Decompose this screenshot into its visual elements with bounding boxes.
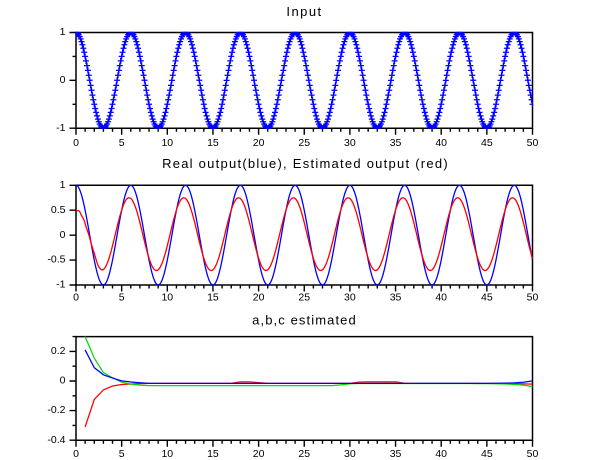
svg-text:Real output(blue), Estimated o: Real output(blue), Estimated output (red… [162,156,449,171]
svg-text:40: 40 [435,292,447,304]
svg-text:25: 25 [298,292,310,304]
svg-text:25: 25 [298,448,310,460]
svg-text:30: 30 [344,448,356,460]
svg-text:Input: Input [286,4,322,19]
svg-text:15: 15 [207,292,219,304]
svg-text:0: 0 [60,229,66,241]
svg-text:45: 45 [481,292,493,304]
svg-text:10: 10 [161,137,173,149]
svg-text:a,b,c estimated: a,b,c estimated [252,312,357,327]
svg-text:5: 5 [119,137,125,149]
svg-text:15: 15 [207,448,219,460]
svg-text:50: 50 [527,137,539,149]
svg-text:50: 50 [527,292,539,304]
svg-text:1: 1 [60,179,66,191]
svg-text:20: 20 [253,448,265,460]
svg-text:40: 40 [435,448,447,460]
svg-text:-1: -1 [56,122,65,134]
svg-text:0: 0 [73,448,79,460]
svg-text:35: 35 [390,448,402,460]
svg-text:25: 25 [298,137,310,149]
svg-text:35: 35 [390,137,402,149]
svg-text:20: 20 [253,292,265,304]
svg-text:45: 45 [481,137,493,149]
svg-text:45: 45 [481,448,493,460]
svg-text:20: 20 [253,137,265,149]
svg-text:0: 0 [73,292,79,304]
svg-text:0.5: 0.5 [51,204,66,216]
svg-text:30: 30 [344,137,356,149]
svg-text:50: 50 [527,448,539,460]
svg-text:10: 10 [161,448,173,460]
svg-text:-0.2: -0.2 [47,404,65,416]
svg-text:-0.4: -0.4 [47,434,65,446]
svg-text:15: 15 [207,137,219,149]
svg-text:0: 0 [73,137,79,149]
svg-text:10: 10 [161,292,173,304]
svg-text:40: 40 [435,137,447,149]
svg-text:1: 1 [60,26,66,38]
svg-text:-1: -1 [56,279,65,291]
svg-text:35: 35 [390,292,402,304]
svg-text:5: 5 [119,448,125,460]
svg-text:0.2: 0.2 [51,345,66,357]
svg-text:0: 0 [60,375,66,387]
svg-text:5: 5 [119,292,125,304]
svg-text:30: 30 [344,292,356,304]
svg-text:0: 0 [60,74,66,86]
svg-text:-0.5: -0.5 [47,254,65,266]
